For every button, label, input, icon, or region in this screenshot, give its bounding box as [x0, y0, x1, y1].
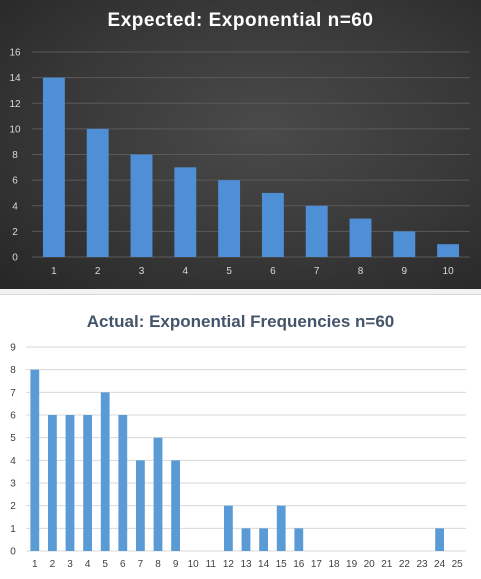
bar	[101, 392, 110, 551]
x-tick-label: 4	[183, 266, 189, 277]
x-tick-label: 13	[240, 559, 252, 570]
x-tick-label: 12	[223, 559, 235, 570]
bar	[43, 78, 65, 257]
bar	[174, 167, 196, 257]
y-tick-label: 14	[9, 73, 21, 84]
x-tick-label: 8	[155, 559, 161, 570]
x-tick-label: 1	[51, 266, 57, 277]
bar	[171, 460, 180, 551]
x-tick-label: 1	[32, 559, 38, 570]
bar	[277, 506, 286, 551]
y-tick-label: 8	[12, 150, 18, 161]
x-tick-label: 11	[206, 559, 217, 570]
x-tick-label: 18	[328, 559, 340, 570]
x-tick-label: 19	[346, 559, 358, 570]
y-tick-label: 2	[12, 227, 18, 238]
y-tick-label: 0	[10, 547, 16, 558]
x-tick-label: 21	[381, 559, 393, 570]
x-tick-label: 3	[139, 266, 145, 277]
expected-chart-panel: Expected: Exponential n=60 0 2 4 6 8 10 12 14 16…	[0, 0, 481, 289]
bar	[30, 370, 39, 551]
x-tick-label: 14	[258, 559, 270, 570]
x-tick-label: 10	[188, 559, 200, 570]
x-tick-label: 10	[443, 266, 455, 277]
bar	[131, 155, 153, 258]
x-tick-label: 22	[399, 559, 411, 570]
x-tick-label: 8	[358, 266, 364, 277]
x-tick-label: 3	[67, 559, 73, 570]
bar	[262, 193, 284, 257]
x-tick-label: 24	[434, 559, 446, 570]
y-tick-label: 6	[10, 411, 16, 422]
x-tick-label: 25	[452, 559, 464, 570]
x-tick-label: 7	[138, 559, 144, 570]
y-tick-label: 4	[12, 201, 18, 212]
x-tick-label: 2	[50, 559, 56, 570]
bar	[350, 219, 372, 257]
x-tick-label: 20	[364, 559, 376, 570]
x-tick-label: 16	[293, 559, 305, 570]
bar	[48, 415, 57, 551]
bar	[435, 528, 444, 551]
bar	[118, 415, 127, 551]
x-tick-label: 17	[311, 559, 323, 570]
x-tick-label: 6	[270, 266, 276, 277]
y-tick-label: 1	[10, 524, 16, 535]
x-tick-label: 4	[85, 559, 91, 570]
y-tick-label: 2	[10, 501, 16, 512]
bar	[83, 415, 92, 551]
bar	[259, 528, 268, 551]
bar	[294, 528, 303, 551]
x-tick-label: 2	[95, 266, 101, 277]
bar	[437, 244, 459, 257]
x-tick-label: 6	[120, 559, 126, 570]
y-tick-label: 5	[10, 433, 16, 444]
x-tick-label: 23	[416, 559, 428, 570]
bar	[87, 129, 109, 257]
y-tick-label: 8	[10, 365, 16, 376]
y-tick-label: 7	[10, 388, 16, 399]
x-tick-label: 15	[276, 559, 288, 570]
bar	[66, 415, 75, 551]
bar	[224, 506, 233, 551]
y-tick-label: 12	[9, 99, 21, 110]
x-tick-label: 5	[226, 266, 232, 277]
bar	[393, 231, 415, 257]
bar	[306, 206, 328, 257]
bar	[242, 528, 251, 551]
y-tick-label: 3	[10, 479, 16, 490]
bar	[218, 180, 240, 257]
x-tick-label: 7	[314, 266, 320, 277]
y-tick-label: 9	[10, 343, 16, 354]
bar	[136, 460, 145, 551]
y-tick-label: 16	[9, 48, 21, 59]
x-tick-label: 5	[102, 559, 108, 570]
y-tick-label: 0	[12, 253, 18, 264]
y-tick-label: 6	[12, 176, 18, 187]
y-tick-label: 10	[9, 124, 21, 135]
x-tick-label: 9	[402, 266, 408, 277]
bar	[154, 438, 163, 551]
x-tick-label: 9	[173, 559, 179, 570]
y-tick-label: 4	[10, 456, 16, 467]
